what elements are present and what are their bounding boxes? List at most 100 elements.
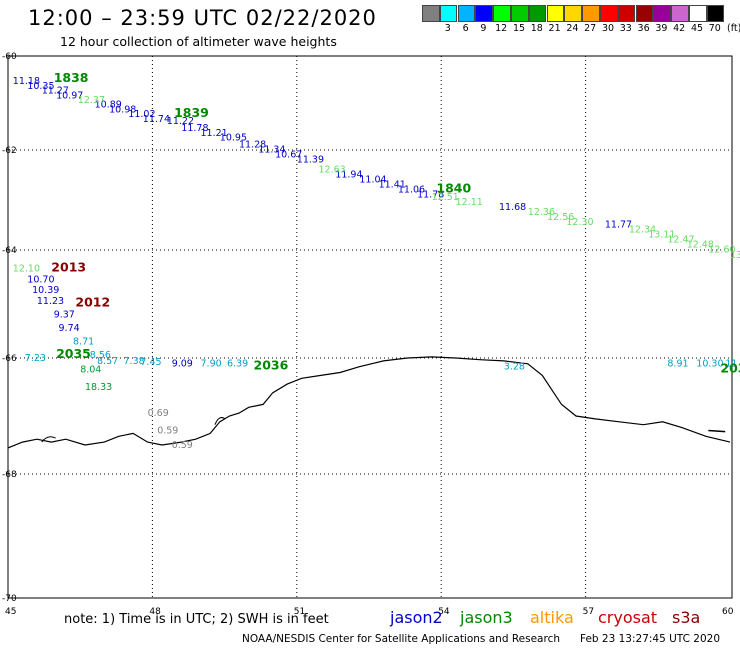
swh-label: 11.06 (398, 185, 425, 196)
footer-timestamp: Feb 23 13:27:45 UTC 2020 (580, 633, 720, 645)
pass-time-label: 2035 (56, 346, 91, 361)
legend-sat-jason3: jason3 (460, 608, 513, 627)
scale-swatch (706, 5, 725, 22)
scale-swatch (493, 5, 511, 22)
scale-label: 18 (530, 23, 543, 34)
swh-label: 11.18 (13, 76, 40, 87)
swh-label: 13.44 (730, 250, 740, 261)
swh-label: 11.78 (417, 190, 444, 201)
swh-label: 11.23 (37, 296, 64, 307)
scale-label: 21 (548, 23, 561, 34)
pass-time-label: 1839 (174, 105, 209, 120)
swh-label: 11.39 (297, 155, 324, 166)
lon-tick-label: 54 (438, 607, 450, 617)
swh-label: 13.11 (648, 230, 675, 241)
scale-swatch (582, 5, 600, 22)
scale-swatch (546, 5, 565, 22)
coastline-detail (41, 417, 226, 443)
swh-label: 12.48 (687, 240, 714, 251)
scale-swatch (600, 5, 618, 22)
swh-label: 12.63 (319, 165, 346, 176)
map-frame (7, 55, 733, 599)
swh-label: 8.71 (73, 337, 94, 348)
swh-label: 7.23 (25, 353, 46, 364)
swh-label: 11.22 (167, 116, 194, 127)
page-title: 12:00 – 23:59 UTC 02/22/2020 (28, 6, 377, 30)
lon-tick-label: 51 (294, 607, 305, 617)
scale-label: 70 (708, 23, 721, 34)
lon-tick-label: 57 (583, 607, 594, 617)
scale-label: 42 (673, 23, 686, 34)
pass-time-label: 2012 (75, 295, 110, 310)
swh-label: 11.77 (605, 220, 632, 231)
lat-tick-label: -60 (2, 52, 17, 62)
lat-tick-label: -68 (2, 470, 17, 480)
swh-label: 8.91 (667, 359, 688, 370)
swh-label: 11.21 (201, 128, 228, 139)
scale-label: 33 (619, 23, 632, 34)
swh-label: 11.41 (379, 180, 406, 191)
page-subtitle: 12 hour collection of altimeter wave hei… (60, 34, 337, 49)
scale-swatch (528, 5, 547, 22)
swh-label: 11.74 (143, 114, 170, 125)
scale-swatch (617, 5, 636, 22)
pass-time-label: 2037 (720, 361, 740, 376)
legend-sat-s3a: s3a (672, 608, 701, 627)
scale-label: 9 (480, 23, 487, 34)
swh-label: 12.51 (432, 192, 459, 203)
pass-time-label: 2036 (254, 358, 289, 373)
scale-label: 36 (637, 23, 650, 34)
lat-tick-label: -62 (2, 146, 17, 156)
scale-label: 3 (444, 23, 451, 34)
pass-time-label: 2013 (51, 260, 86, 275)
swh-label: 9.09 (172, 359, 193, 370)
swh-label: 0.59 (172, 440, 193, 451)
coastline (7, 356, 731, 449)
swh-label: 11.34 (258, 145, 285, 156)
swh-label: 9.74 (59, 323, 80, 334)
swh-label: 8.04 (80, 365, 101, 376)
coastline-islet (708, 429, 726, 433)
scale-swatch (671, 5, 689, 22)
swh-label: 10.95 (220, 133, 247, 144)
swh-label: 11 (725, 359, 737, 370)
swh-label: 12.11 (456, 197, 483, 208)
scale-swatch (422, 5, 440, 22)
swh-label: 10.97 (56, 90, 83, 101)
swh-label: 10.67 (275, 150, 302, 161)
lon-tick-label: 60 (722, 607, 734, 617)
footer-credit: NOAA/NESDIS Center for Satellite Applica… (242, 633, 560, 645)
swh-label: 11.78 (181, 123, 208, 134)
swh-label: 3.28 (504, 362, 525, 373)
swh-label: 12.10 (13, 264, 40, 275)
scale-label: 15 (512, 23, 526, 34)
legend-note: note: 1) Time is in UTC; 2) SWH is in fe… (64, 612, 329, 627)
pass-time-label: 1838 (54, 70, 89, 85)
swh-label: 12.30 (566, 217, 593, 228)
swh-label: 11.68 (499, 202, 526, 213)
scale-unit: (ft) (727, 23, 740, 34)
scale-label: 45 (690, 23, 704, 34)
swh-label: 10.35 (27, 81, 54, 92)
swh-label: 11.28 (239, 140, 266, 151)
swh-label: 11.02 (128, 109, 155, 120)
scale-swatch (511, 5, 529, 22)
swh-label: 10.70 (27, 274, 54, 285)
swh-label: 6.39 (227, 359, 248, 370)
scale-swatch (689, 5, 707, 22)
legend-sat-altika: altika (530, 608, 574, 627)
swh-label: 11.27 (42, 86, 69, 97)
scale-label: 39 (655, 23, 668, 34)
swh-label: 12.37 (78, 95, 105, 106)
swh-label: 0.69 (148, 408, 169, 419)
scale-label: 30 (601, 23, 615, 34)
lon-tick-label: 48 (149, 607, 161, 617)
swh-label: 12.47 (667, 235, 694, 246)
swh-label: 9.37 (54, 310, 75, 321)
swh-label: 12.34 (629, 225, 656, 236)
legend-sat-jason2: jason2 (390, 608, 443, 627)
scale-label: 27 (584, 23, 597, 34)
swh-label: 10.39 (32, 285, 59, 296)
legend-sat-cryosat: cryosat (598, 608, 658, 627)
